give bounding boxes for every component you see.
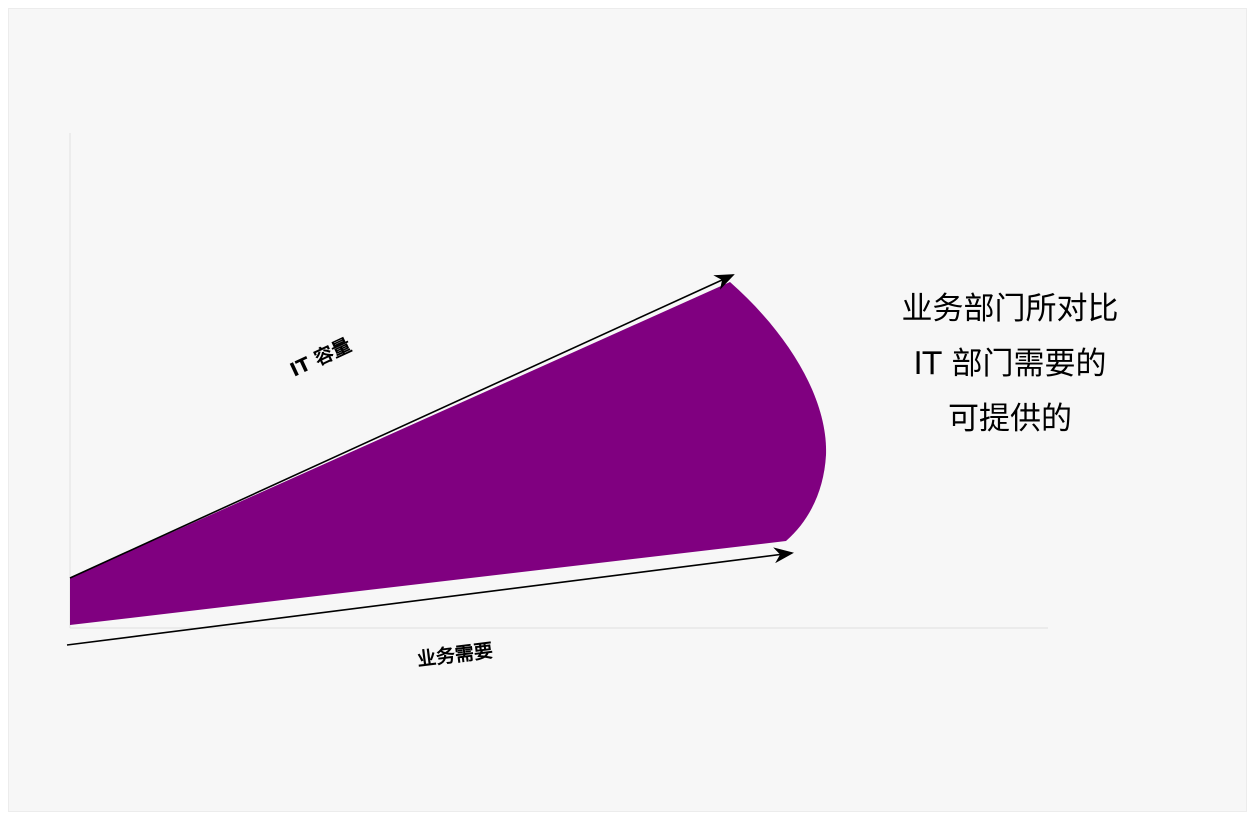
description-line-1: 业务部门所对比 <box>901 291 1119 327</box>
description-line-3: 可提供的 <box>948 401 1072 437</box>
capacity-gap-wedge <box>70 282 827 625</box>
business-need-label: 业务需要 <box>416 639 494 671</box>
description-line-2: IT 部门需要的 <box>913 346 1107 382</box>
business-need-arrow <box>66 547 794 646</box>
it-capacity-arrow <box>69 274 735 579</box>
it-capacity-label: IT 容量 <box>286 333 354 381</box>
description-text: 业务部门所对比 IT 部门需要的 可提供的 <box>860 282 1160 447</box>
